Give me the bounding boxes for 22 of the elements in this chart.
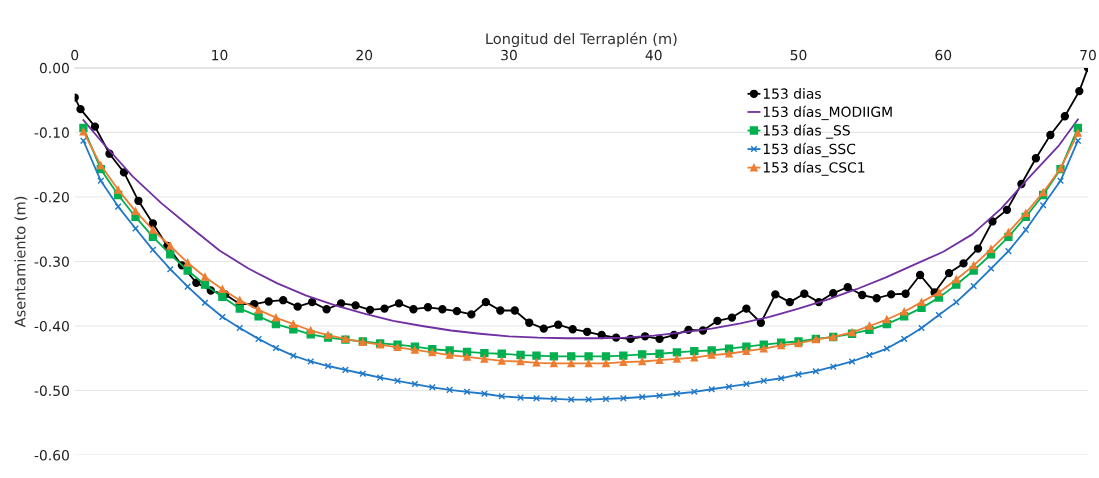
y-tick-label: -0.60 bbox=[34, 450, 69, 461]
x-tick-label: 0 bbox=[71, 49, 79, 61]
y-axis-title: Asentamiento (m) bbox=[14, 196, 28, 328]
x-tick-label: 30 bbox=[501, 49, 517, 61]
y-tick-label: -0.10 bbox=[34, 127, 69, 138]
y-tick-label: -0.20 bbox=[34, 191, 69, 203]
legend-label: 153 días_SSC bbox=[763, 142, 856, 158]
x-tick-label: 60 bbox=[935, 49, 952, 61]
x-tick-label: 50 bbox=[790, 49, 807, 61]
y-tick-label: 0.00 bbox=[39, 62, 69, 74]
legend-label: 153 dias bbox=[763, 88, 821, 99]
legend-label: 153 días _SS bbox=[763, 124, 850, 139]
x-tick-label: 40 bbox=[645, 49, 662, 61]
y-tick-label: -0.50 bbox=[34, 385, 69, 396]
legend-label: 153 días_CSC1 bbox=[763, 161, 865, 176]
x-tick-label: 10 bbox=[212, 49, 228, 61]
y-tick-label: -0.40 bbox=[34, 320, 69, 332]
legend-label: 153 días_MODIIGM bbox=[763, 105, 892, 121]
x-tick-label: 20 bbox=[356, 49, 373, 61]
y-tick-label: -0.30 bbox=[34, 256, 69, 267]
x-tick-label: 70 bbox=[1080, 49, 1096, 61]
x-axis-title: Longitud del Terraplén (m) bbox=[486, 32, 677, 48]
